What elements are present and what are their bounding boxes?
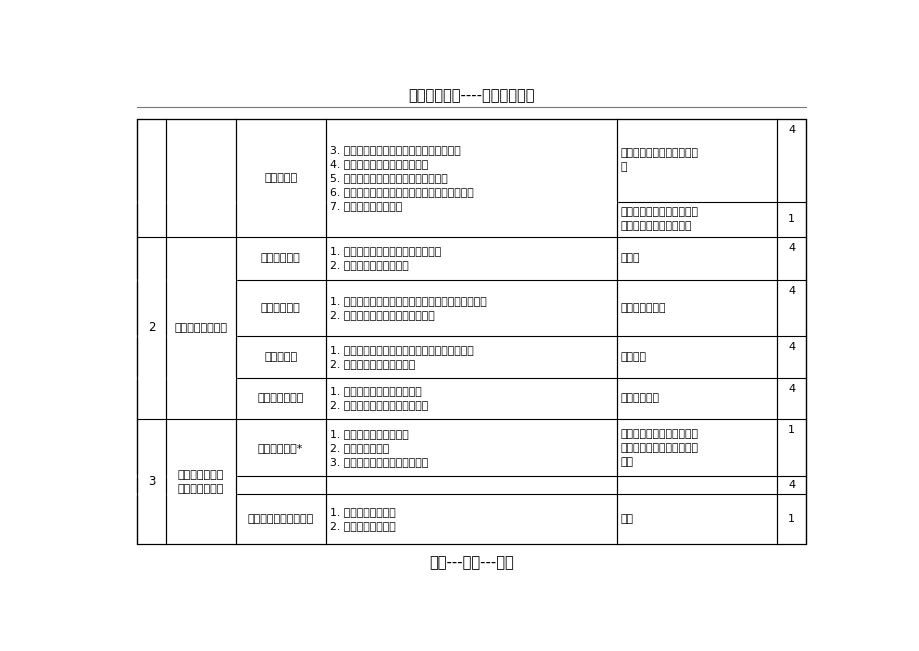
- Text: 冰箱、康氏振荡器、生物检
定统计软件、麦氏浴槽、计
算机: 冰箱、康氏振荡器、生物检 定统计软件、麦氏浴槽、计 算机: [620, 429, 698, 467]
- Text: 脆碎度检查仪: 脆碎度检查仪: [620, 393, 659, 404]
- Text: 3: 3: [148, 475, 155, 488]
- Text: 溶出度检查: 溶出度检查: [264, 352, 297, 362]
- Bar: [137, 119, 805, 544]
- Text: 热原及细菌内毒素检查: 热原及细菌内毒素检查: [247, 514, 313, 524]
- Text: 崩解仪: 崩解仪: [620, 253, 640, 264]
- Text: 片剂脆碎度检查: 片剂脆碎度检查: [257, 393, 303, 404]
- Text: 4: 4: [788, 243, 794, 253]
- Text: 1. 栓剂、阴道片等制剂融化、软化或溶散性炎检查；
2. 融变时限检查仪的使用与维护。: 1. 栓剂、阴道片等制剂融化、软化或溶散性炎检查； 2. 融变时限检查仪的使用与…: [330, 296, 486, 320]
- Text: 生物检定技术与
药物安全性检查: 生物检定技术与 药物安全性检查: [177, 469, 224, 493]
- Text: 溶出度仪: 溶出度仪: [620, 352, 646, 362]
- Text: 离检测技术: 离检测技术: [264, 173, 297, 183]
- Bar: [137, 119, 805, 544]
- Text: 1: 1: [788, 514, 794, 524]
- Text: 1. 非包衣片剂的脆碎度检查；
2. 脆碎度检查仪的使用与维护。: 1. 非包衣片剂的脆碎度检查； 2. 脆碎度检查仪的使用与维护。: [330, 386, 428, 410]
- Text: 4: 4: [788, 125, 794, 135]
- Text: 4: 4: [788, 480, 794, 490]
- Text: 制剂项目检查技术: 制剂项目检查技术: [175, 323, 227, 333]
- Text: 4: 4: [788, 286, 794, 296]
- Text: 1. 洋地黄生物效价测定；
2. 实验动物选用；
3. 实验数据生物检定统计处理。: 1. 洋地黄生物效价测定； 2. 实验动物选用； 3. 实验数据生物检定统计处理…: [330, 429, 428, 467]
- Text: 真空油泵、超声仪、微膜滤
器、稳压电源器、除湿机: 真空油泵、超声仪、微膜滤 器、稳压电源器、除湿机: [620, 207, 698, 231]
- Text: 烘箱: 烘箱: [620, 514, 633, 524]
- Text: 崩解时限检查: 崩解时限检查: [260, 253, 301, 264]
- Text: 2: 2: [148, 322, 155, 335]
- Text: 1: 1: [788, 425, 794, 436]
- Text: 4: 4: [788, 342, 794, 352]
- Text: 3. 原子吸收分光光度法测定金属元素含量；
4. 薄层色谱分离鉴别检测药物；
5. 气相色谱法进行药物溶剂残留检查；
6. 高效液相色谱法测定制剂中有效成分的含: 3. 原子吸收分光光度法测定金属元素含量； 4. 薄层色谱分离鉴别检测药物； 5…: [330, 145, 473, 211]
- Text: 4: 4: [788, 384, 794, 394]
- Text: 精选优质文档----倾情为你奉上: 精选优质文档----倾情为你奉上: [408, 89, 534, 104]
- Text: 1. 家兔法热原检查；
2. 细菌内毒素检查。: 1. 家兔法热原检查； 2. 细菌内毒素检查。: [330, 507, 395, 531]
- Text: 1. 片剂、胶囊等制剂崩解时限检查；
2. 崩解仪的使用与维护。: 1. 片剂、胶囊等制剂崩解时限检查； 2. 崩解仪的使用与维护。: [330, 247, 441, 270]
- Text: 气相色谱仪、高效液相色谱
仪: 气相色谱仪、高效液相色谱 仪: [620, 148, 698, 173]
- Text: 融变时限检查仪: 融变时限检查仪: [620, 303, 665, 313]
- Text: 1. 片剂、胶囊或颗粒剂等固体制剂溶出度检查；
2. 溶出度仪的使用与维护。: 1. 片剂、胶囊或颗粒剂等固体制剂溶出度检查； 2. 溶出度仪的使用与维护。: [330, 345, 473, 369]
- Text: 1: 1: [788, 214, 794, 225]
- Text: 生物检定技术*: 生物检定技术*: [257, 443, 303, 452]
- Text: 专心---专注---专业: 专心---专注---专业: [428, 555, 514, 570]
- Text: 融变时限检查: 融变时限检查: [260, 303, 301, 313]
